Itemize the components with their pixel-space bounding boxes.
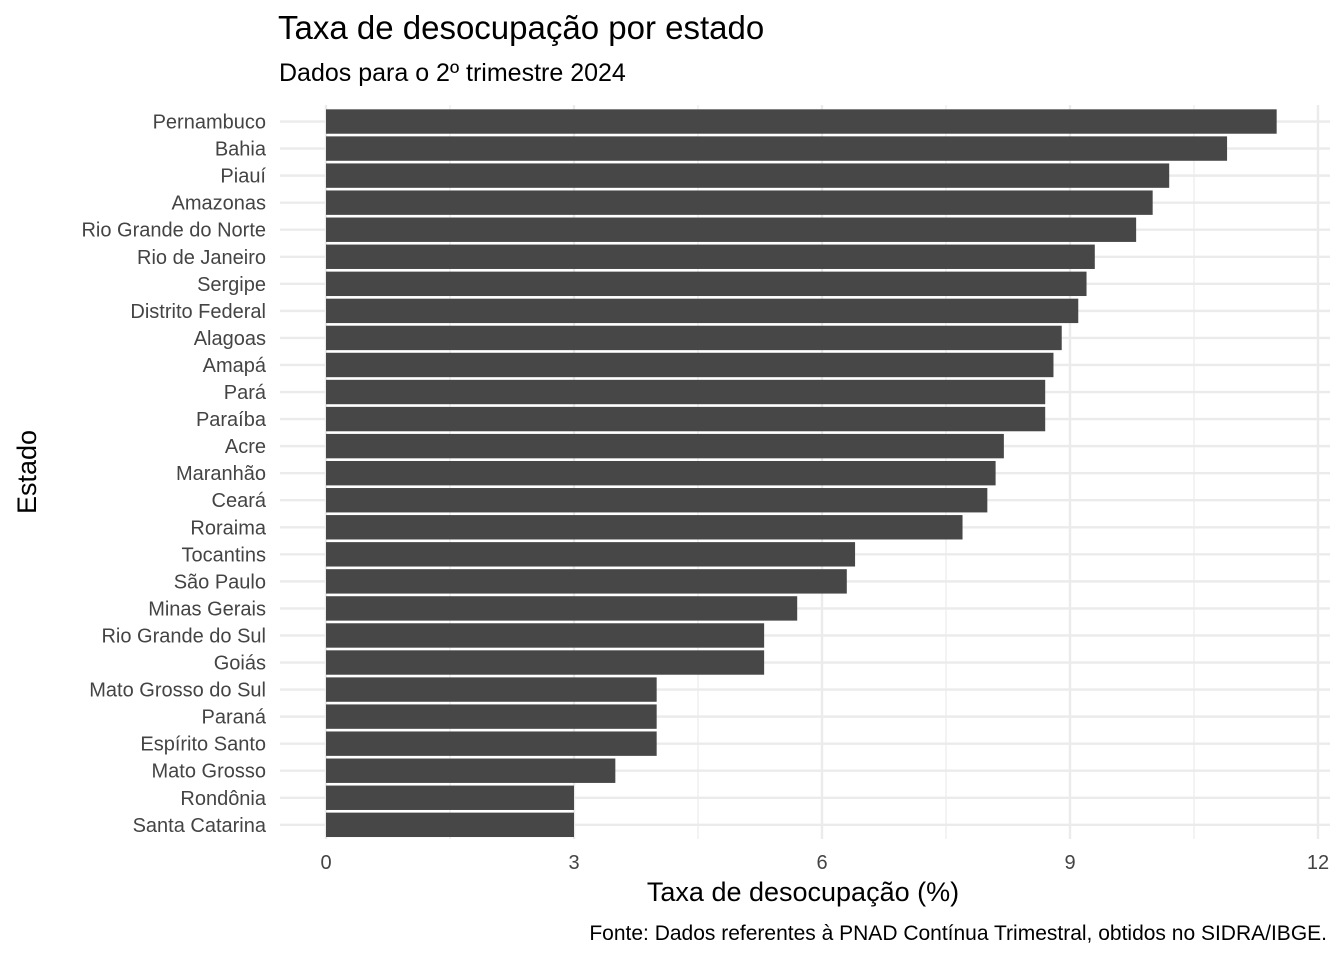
y-tick-label: Rio Grande do Norte: [81, 220, 266, 242]
y-axis-title: Estado: [12, 430, 42, 514]
bar: [326, 379, 1046, 405]
bar: [326, 650, 765, 675]
bar: [326, 704, 657, 729]
bar: [326, 217, 1137, 242]
y-tick-label: Bahia: [215, 139, 267, 161]
bar: [326, 136, 1228, 161]
bar: [326, 244, 1095, 269]
y-tick-label: Piauí: [220, 166, 266, 188]
bars: [326, 109, 1277, 838]
y-tick-label: Goiás: [214, 653, 266, 675]
y-tick-label: Santa Catarina: [133, 815, 267, 837]
x-tick-label: 3: [568, 852, 579, 874]
x-tick-label: 9: [1064, 852, 1075, 874]
bar: [326, 271, 1087, 297]
y-tick-label: Rio Grande do Sul: [101, 625, 266, 647]
bar: [326, 731, 657, 756]
bar: [326, 298, 1079, 324]
bar: [326, 569, 847, 594]
y-tick-label: Acre: [225, 436, 266, 458]
bar: [326, 758, 616, 783]
y-tick-label: Rondônia: [180, 788, 267, 810]
bar: [326, 163, 1170, 188]
y-tick-label: Roraima: [190, 517, 266, 539]
bar: [326, 596, 798, 621]
bar: [326, 542, 856, 567]
y-tick-label: Tocantins: [182, 544, 267, 566]
bar: [326, 515, 963, 540]
bar: [326, 785, 574, 810]
bar: [326, 488, 988, 513]
chart-title: Taxa de desocupação por estado: [278, 9, 765, 46]
y-tick-labels: Pernambuco Bahia Piauí Amazonas Rio Grande d…: [81, 112, 266, 837]
bar: [326, 325, 1062, 351]
y-tick-label: Paraná: [202, 707, 267, 729]
y-tick-label: Amapá: [203, 355, 267, 377]
bar: [326, 433, 1004, 459]
x-tick-label: 6: [816, 852, 827, 874]
bar: [326, 677, 657, 702]
y-tick-label: Minas Gerais: [148, 598, 266, 620]
bar: [326, 406, 1046, 432]
y-tick-label: Alagoas: [194, 328, 266, 350]
y-tick-label: Maranhão: [176, 463, 266, 485]
y-tick-label: Pernambuco: [153, 112, 266, 134]
y-tick-label: Pará: [224, 382, 267, 404]
x-axis-title: Taxa de desocupação (%): [647, 877, 959, 907]
bar: [326, 109, 1277, 134]
bar: [326, 812, 574, 838]
x-tick-label: 12: [1307, 852, 1329, 874]
bar: [326, 623, 765, 648]
chart-subtitle: Dados para o 2º trimestre 2024: [279, 59, 626, 87]
y-tick-label: Sergipe: [197, 274, 266, 296]
y-tick-label: Rio de Janeiro: [137, 247, 266, 269]
x-tick-labels: 0 3 6 9 12: [320, 852, 1329, 874]
y-tick-label: Mato Grosso do Sul: [89, 680, 266, 702]
y-tick-label: Ceará: [212, 490, 267, 512]
y-tick-label: Amazonas: [172, 193, 267, 215]
bar: [326, 460, 996, 486]
x-tick-label: 0: [320, 852, 331, 874]
y-tick-label: Mato Grosso: [152, 761, 266, 783]
bar: [326, 352, 1054, 378]
y-tick-label: Paraíba: [196, 409, 267, 431]
chart-caption: Fonte: Dados referentes à PNAD Contínua …: [589, 922, 1327, 945]
y-tick-label: Espírito Santo: [140, 734, 266, 756]
y-tick-label: São Paulo: [174, 571, 266, 593]
bar: [326, 190, 1153, 215]
y-tick-label: Distrito Federal: [130, 301, 266, 323]
